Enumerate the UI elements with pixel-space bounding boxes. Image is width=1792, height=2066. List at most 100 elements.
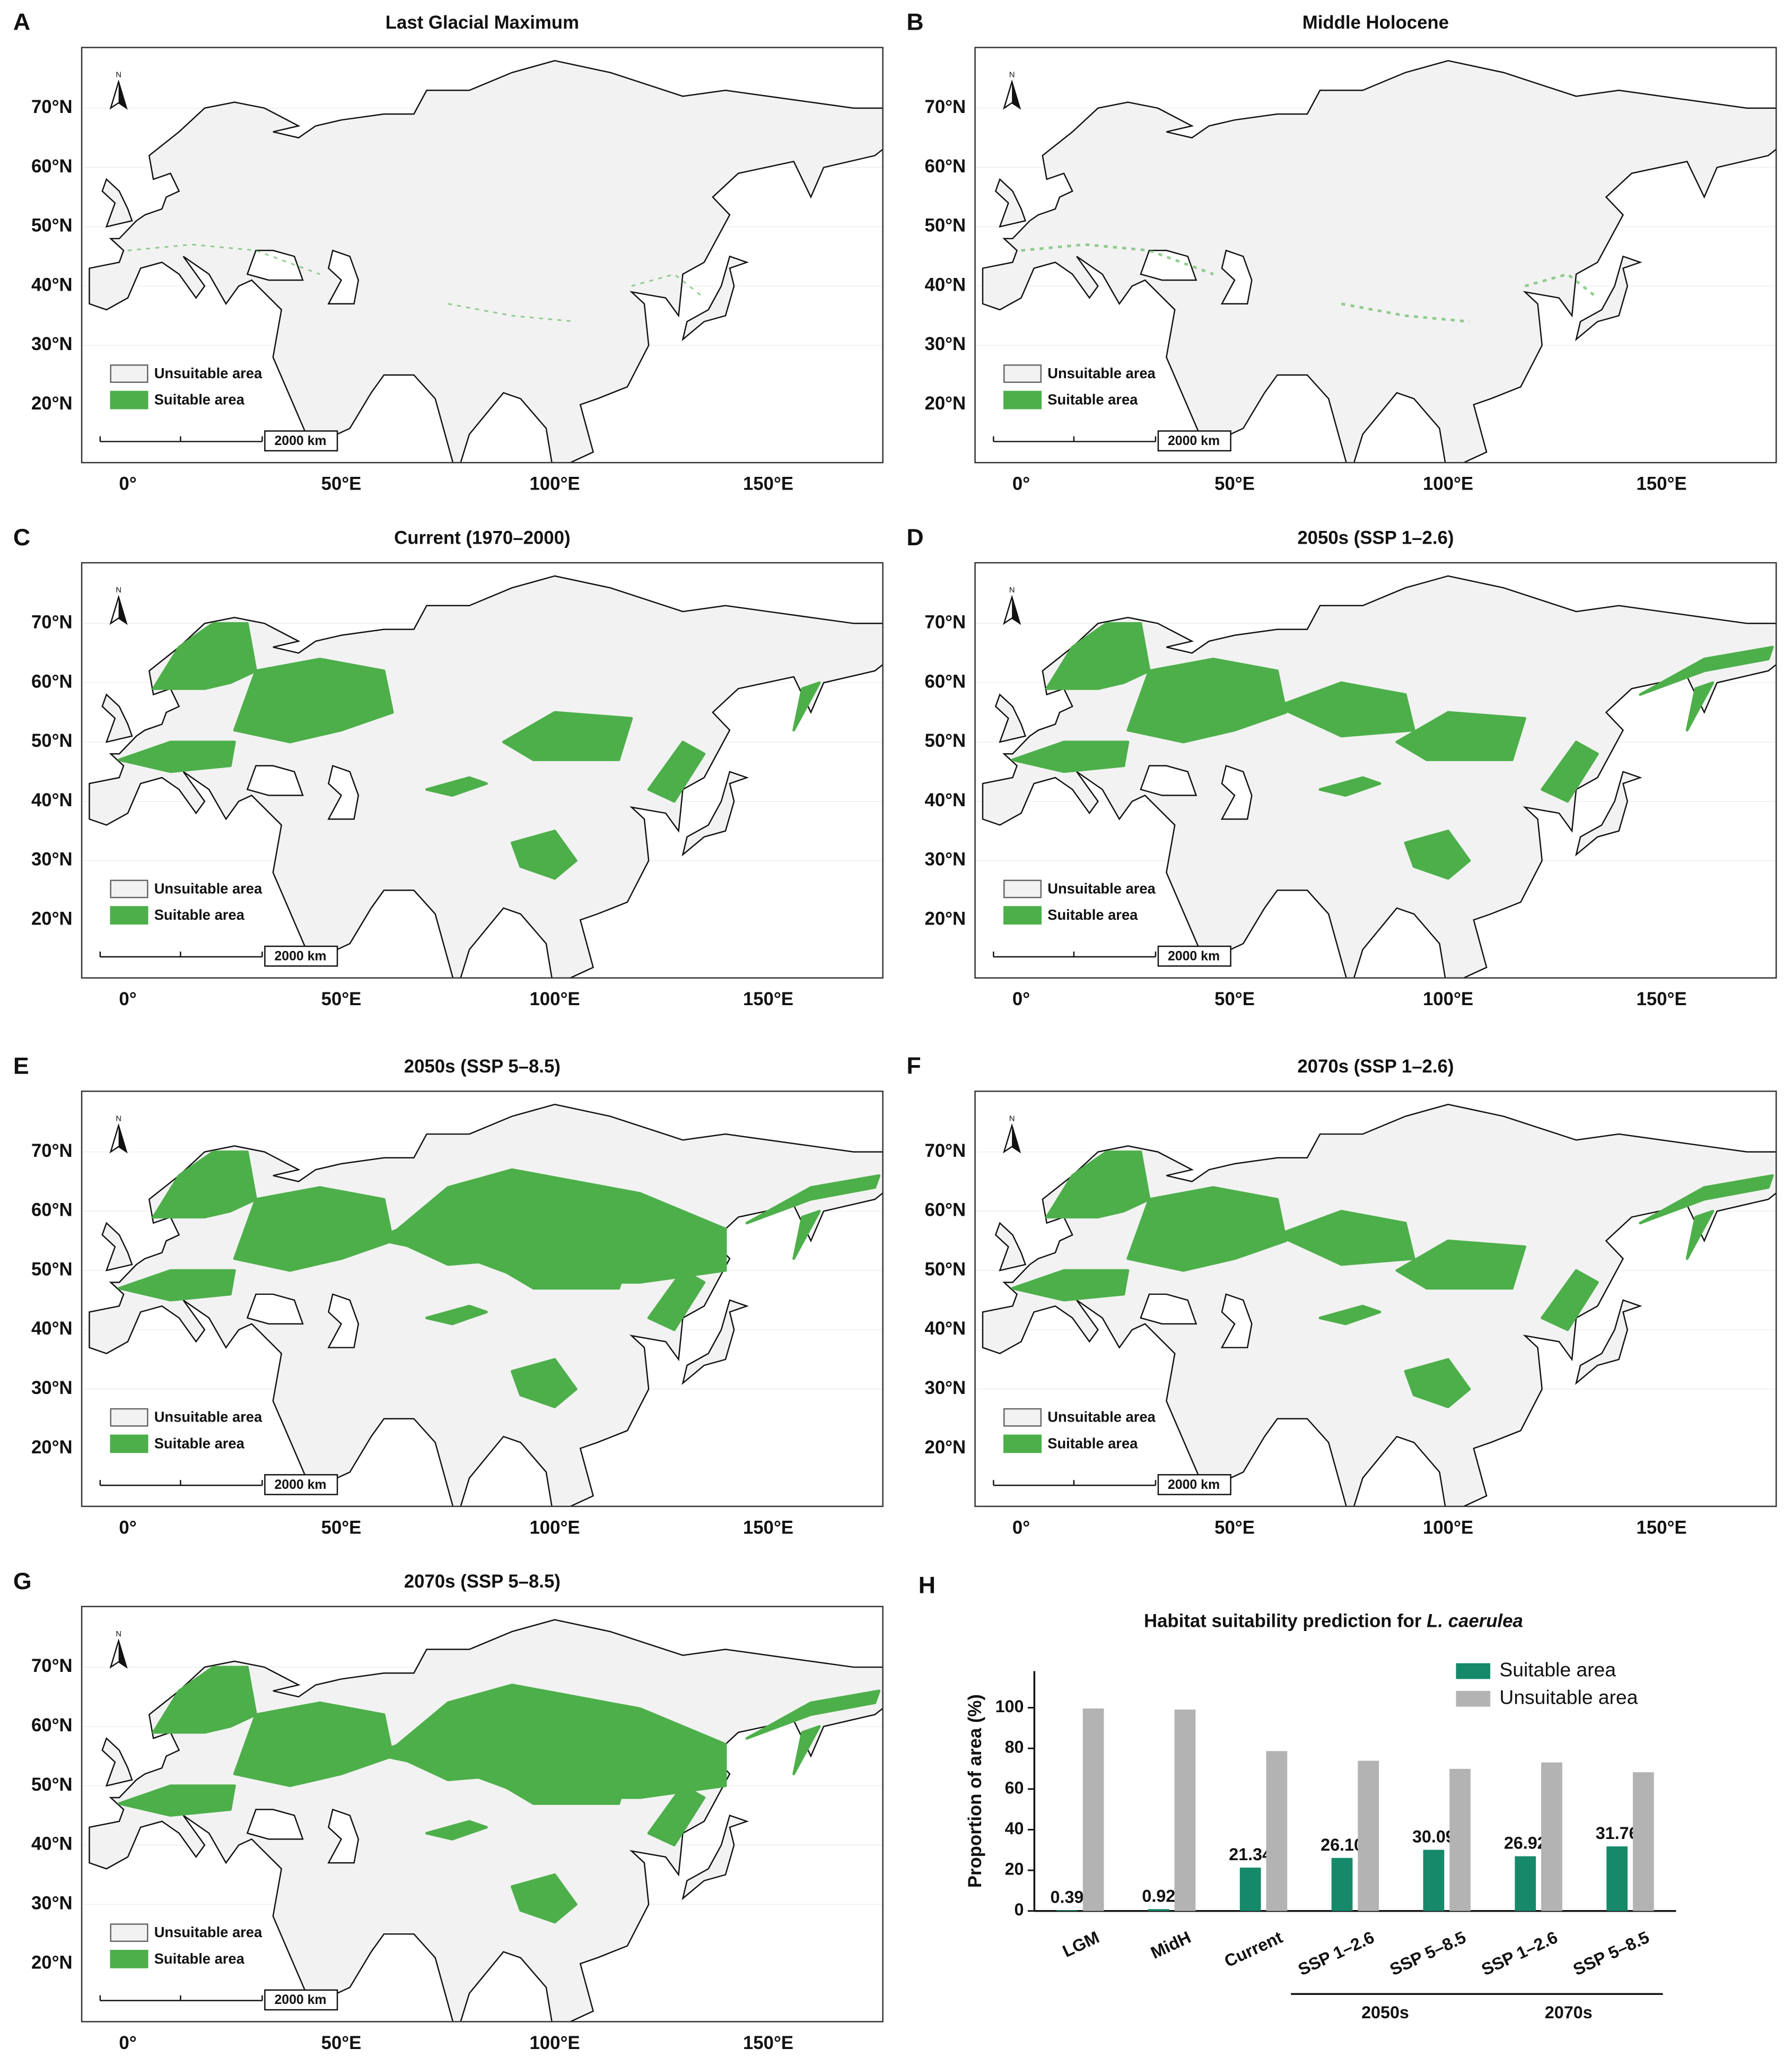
map-panel: C Current (1970–2000) 70°N 60°N 50°N 40°N 30°N… <box>13 525 884 1009</box>
value-label: 0.92 <box>1142 1886 1175 1905</box>
suitable-area <box>425 1304 488 1326</box>
north-label: N <box>116 1114 121 1123</box>
y-tick-label: 80 <box>1005 1738 1024 1757</box>
lon-label: 50°E <box>1214 474 1255 494</box>
suitable-area <box>1011 1269 1130 1302</box>
map-frame <box>974 562 1777 979</box>
value-label: 26.92 <box>1504 1834 1547 1853</box>
panel-letter: G <box>13 1568 32 1594</box>
legend-swatch <box>110 1434 148 1453</box>
legend-swatch <box>110 1950 148 1968</box>
suitable-area <box>792 681 821 732</box>
suitable-area <box>1395 1239 1526 1290</box>
lon-label: 100°E <box>1423 1518 1473 1538</box>
legend-swatch <box>1003 906 1042 925</box>
y-axis-label: Proportion of area (%) <box>965 1694 985 1888</box>
legend-label: Unsuitable area <box>154 365 263 381</box>
scale-box <box>1157 430 1231 452</box>
inland-sea <box>327 249 360 305</box>
value-label: 0.39 <box>1051 1887 1084 1906</box>
bar <box>1423 1850 1445 1911</box>
panel-letter: E <box>13 1053 29 1079</box>
inland-sea <box>1140 1293 1197 1325</box>
landmass <box>101 693 133 743</box>
lat-label: 20°N <box>31 1952 73 1973</box>
map-title: Last Glacial Maximum <box>386 13 579 33</box>
value-label: 30.09 <box>1412 1827 1455 1846</box>
inland-sea <box>1220 249 1253 305</box>
scale-box <box>264 430 338 452</box>
suitable-area <box>382 1209 522 1266</box>
lat-label: 50°N <box>31 1775 73 1795</box>
bar <box>1515 1856 1536 1911</box>
legend-label: Suitable area <box>1047 1435 1138 1451</box>
lat-label: 30°N <box>924 334 966 354</box>
lon-label: 150°E <box>743 1518 793 1538</box>
scale-box <box>264 1474 338 1495</box>
suitable-area <box>382 1725 522 1781</box>
suitable-area <box>118 1784 236 1817</box>
legend-label: Unsuitable area <box>154 880 263 896</box>
suitable-area <box>745 1689 881 1740</box>
panel-letter: C <box>13 525 30 551</box>
lat-label: 50°N <box>924 731 966 751</box>
bar <box>1449 1768 1471 1911</box>
suitable-area <box>1126 1186 1288 1272</box>
legend-swatch <box>110 364 148 383</box>
suitable-area <box>1126 657 1288 744</box>
map-body <box>975 563 1777 978</box>
lat-label: 70°N <box>924 612 966 632</box>
legend-label: Unsuitable area <box>154 1924 263 1940</box>
lat-label: 30°N <box>31 334 73 354</box>
lat-label: 20°N <box>924 1437 966 1458</box>
map-title: Middle Holocene <box>1303 13 1449 33</box>
north-label: N <box>116 586 121 595</box>
map-panel: G 2070s (SSP 5–8.5) 70°N 60°N 50°N 40°N 30°N 20… <box>13 1568 884 2053</box>
lat-label: 40°N <box>31 275 73 295</box>
north-label: N <box>116 71 121 80</box>
landmass <box>89 60 883 463</box>
lat-label: 60°N <box>924 156 966 177</box>
legend-label: Suitable area <box>154 391 245 408</box>
lon-label: 50°E <box>321 1518 362 1538</box>
north-label: N <box>116 1630 121 1638</box>
y-tick-label: 40 <box>1005 1819 1024 1838</box>
scale-label: 2000 km <box>274 1478 326 1492</box>
suitable-area <box>118 1269 236 1302</box>
landmass <box>1575 255 1642 342</box>
value-label: 31.76 <box>1596 1824 1639 1843</box>
lat-label: 70°N <box>924 1141 966 1161</box>
map-frame <box>974 47 1777 464</box>
legend-swatch <box>1003 364 1042 383</box>
lon-label: 100°E <box>1423 989 1473 1009</box>
lon-label: 0° <box>119 474 136 494</box>
lat-label: 60°N <box>31 672 73 692</box>
lon-label: 100°E <box>529 2033 580 2053</box>
scale-label: 2000 km <box>1168 434 1220 448</box>
lat-label: 30°N <box>924 1378 966 1398</box>
suitable-area <box>792 1725 821 1775</box>
map-body <box>975 1091 1777 1506</box>
lon-label: 150°E <box>1636 1518 1686 1538</box>
suitable-area <box>502 1755 633 1805</box>
bar <box>1056 1910 1078 1911</box>
map-body <box>975 47 1777 463</box>
bar <box>1632 1772 1654 1911</box>
chart-title-text: Habitat suitability prediction for <box>1144 1611 1421 1632</box>
lat-label: 60°N <box>924 672 966 692</box>
map-body <box>82 1606 883 2022</box>
lat-label: 70°N <box>31 1141 73 1161</box>
panel-letter: A <box>13 10 30 36</box>
lon-label: 0° <box>119 989 136 1009</box>
north-arrow-half <box>118 597 127 624</box>
lat-label: 60°N <box>31 1200 73 1221</box>
lon-label: 50°E <box>321 474 362 494</box>
lat-label: 40°N <box>924 275 966 295</box>
y-tick-label: 20 <box>1005 1860 1024 1879</box>
x-tick-label: Current <box>1221 1928 1286 1971</box>
lat-label: 20°N <box>31 394 73 414</box>
suitable-trace <box>448 303 576 322</box>
suitable-area <box>502 1239 633 1290</box>
lat-label: 60°N <box>31 1715 73 1736</box>
suitable-area <box>233 1186 394 1272</box>
